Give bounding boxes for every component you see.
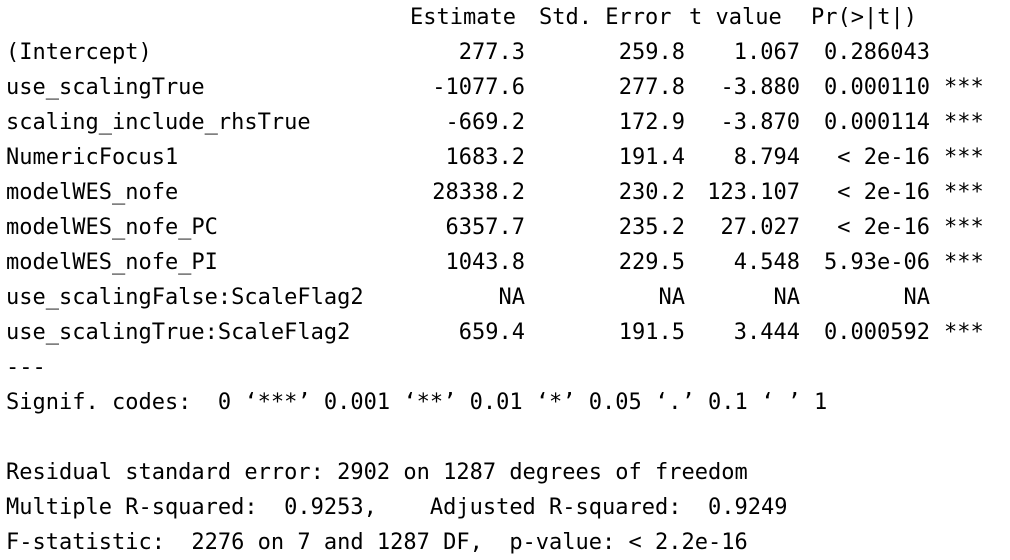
- coef-t-value: 3.444: [733, 320, 800, 345]
- coef-signif-stars: ***: [944, 250, 984, 275]
- coef-t-value: 27.027: [720, 215, 800, 240]
- coef-t-value: 123.107: [707, 180, 800, 205]
- coef-estimate: 659.4: [458, 320, 525, 345]
- coef-table-header: Estimate Std. Error t value Pr(>|t|): [0, 3, 917, 33]
- coef-t-value: -3.880: [720, 75, 800, 100]
- coef-name: NumericFocus1: [6, 145, 179, 170]
- coef-signif-stars: ***: [944, 110, 984, 135]
- coef-std-error: 259.8: [618, 40, 685, 65]
- r-squared-line: Multiple R-squared: 0.9253, Adjusted R-s…: [6, 493, 787, 523]
- separator: ---: [6, 355, 46, 380]
- coef-p-value: < 2e-16: [837, 215, 930, 240]
- coef-std-error: 229.5: [618, 250, 685, 275]
- coef-p-value: 0.286043: [824, 40, 930, 65]
- coef-t-value: 1.067: [733, 40, 800, 65]
- coef-signif-stars: ***: [944, 75, 984, 100]
- coef-std-error: NA: [658, 285, 686, 310]
- coef-std-error: 277.8: [618, 75, 685, 100]
- coef-t-value: 8.794: [733, 145, 800, 170]
- coef-p-value: 0.000110: [824, 75, 930, 100]
- f-statistic-line: F-statistic: 2276 on 7 and 1287 DF, p-va…: [6, 530, 748, 555]
- coef-name: modelWES_nofe_PC: [6, 215, 218, 240]
- coef-estimate: 28338.2: [432, 180, 525, 205]
- coef-signif-stars: ***: [944, 145, 984, 170]
- coef-estimate: -1077.6: [432, 75, 525, 100]
- coef-estimate: -669.2: [445, 110, 525, 135]
- coef-signif-stars: ***: [944, 320, 984, 345]
- coef-p-value: 5.93e-06: [824, 250, 930, 275]
- coef-std-error: 230.2: [618, 180, 685, 205]
- coef-estimate: 277.3: [458, 40, 525, 65]
- coef-std-error: 191.5: [618, 320, 685, 345]
- residual-standard-error: Residual standard error: 2902 on 1287 de…: [6, 460, 748, 485]
- signif-codes: Signif. codes: 0 ‘***’ 0.001 ‘**’ 0.01 ‘…: [6, 390, 828, 415]
- coef-std-error: 191.4: [618, 145, 685, 170]
- coef-name: use_scalingTrue: [6, 75, 205, 100]
- coef-p-value: < 2e-16: [837, 180, 930, 205]
- coef-name: modelWES_nofe_PI: [6, 250, 218, 275]
- coef-t-value: 4.548: [733, 250, 800, 275]
- coef-name: modelWES_nofe: [6, 180, 179, 205]
- coef-name: (Intercept): [6, 40, 152, 65]
- coef-estimate: 6357.7: [445, 215, 525, 240]
- coef-signif-stars: ***: [944, 215, 984, 240]
- coef-p-value: NA: [903, 285, 931, 310]
- header-p-value: Pr(>|t|): [811, 5, 917, 30]
- coef-estimate: 1683.2: [445, 145, 525, 170]
- coef-signif-stars: ***: [944, 180, 984, 205]
- r-squared-text: Multiple R-squared: 0.9253, Adjusted R-s…: [6, 495, 788, 520]
- coef-name: use_scalingTrue:ScaleFlag2: [6, 320, 351, 345]
- coef-estimate: NA: [498, 285, 526, 310]
- coef-p-value: 0.000114: [824, 110, 930, 135]
- header-estimate: Estimate: [410, 5, 516, 30]
- coef-t-value: -3.870: [720, 110, 800, 135]
- coef-name: scaling_include_rhsTrue: [6, 110, 311, 135]
- coef-std-error: 172.9: [618, 110, 685, 135]
- coef-t-value: NA: [773, 285, 801, 310]
- header-t-value: t value: [689, 5, 782, 30]
- coef-estimate: 1043.8: [445, 250, 525, 275]
- header-std-error: Std. Error: [539, 5, 672, 30]
- coef-std-error: 235.2: [618, 215, 685, 240]
- coef-p-value: < 2e-16: [837, 145, 930, 170]
- coef-p-value: 0.000592: [824, 320, 930, 345]
- coef-name: use_scalingFalse:ScaleFlag2: [6, 285, 364, 310]
